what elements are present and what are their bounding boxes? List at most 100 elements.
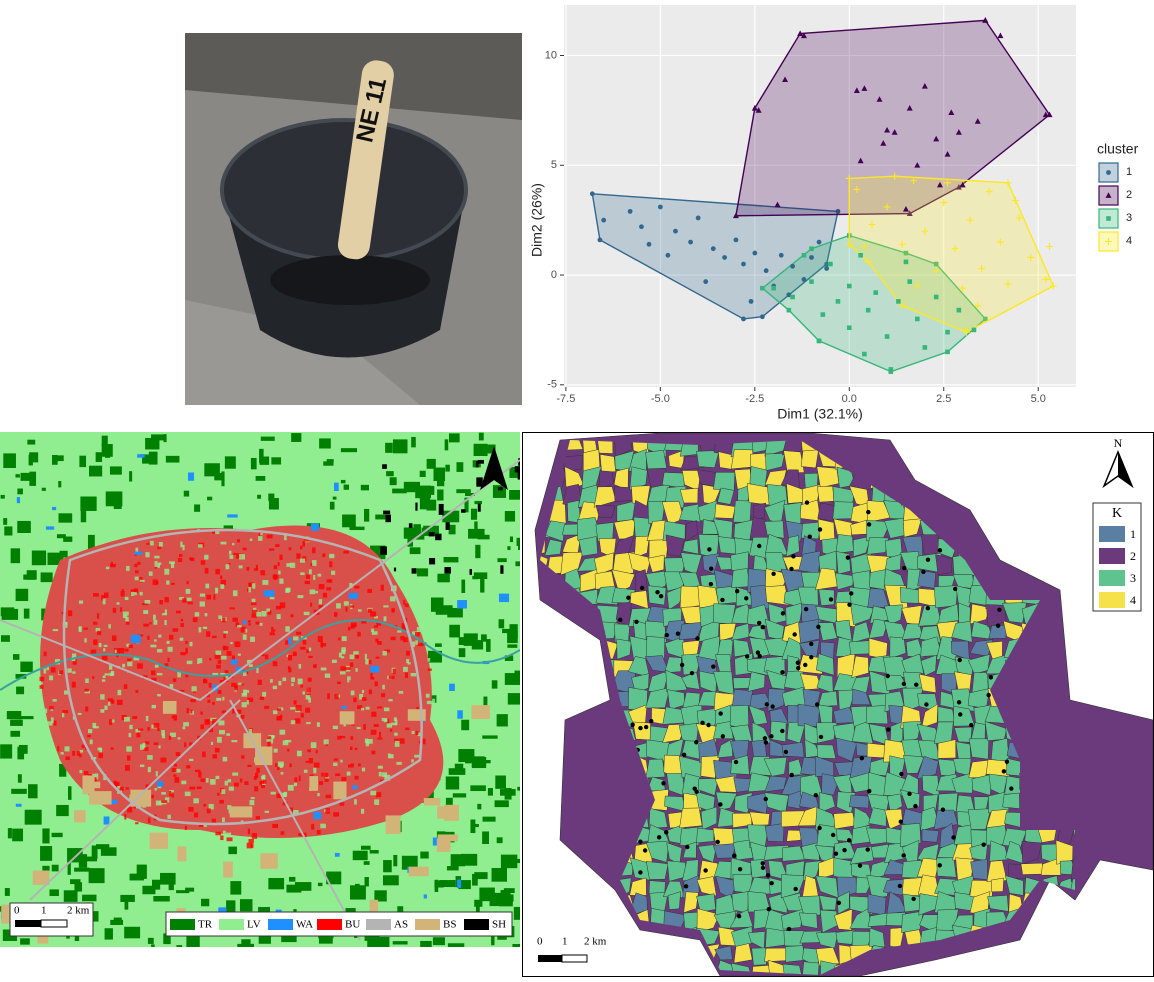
tree-patch: [31, 550, 47, 566]
tree-patch: [268, 493, 275, 501]
urban-texture: [193, 798, 199, 804]
water-patch: [288, 637, 292, 645]
tree-patch: [110, 919, 124, 925]
tree-patch: [444, 439, 449, 451]
urban-texture: [277, 761, 284, 767]
tree-patch: [152, 879, 161, 890]
x-tick-label: -5.0: [651, 393, 670, 405]
urban-texture: [110, 719, 115, 723]
urban-texture: [177, 557, 183, 563]
cell: [835, 929, 856, 945]
urban-texture: [288, 667, 292, 673]
urban-texture: [432, 698, 436, 704]
urban-texture: [206, 719, 209, 723]
urban-texture: [93, 726, 99, 729]
urban-texture: [111, 699, 115, 704]
point: [997, 32, 1004, 39]
tree-patch: [413, 858, 418, 865]
urban-texture: [425, 693, 430, 698]
point: [982, 17, 989, 23]
urban-texture: [388, 675, 395, 680]
urban-texture: [302, 691, 305, 695]
scale-label: 1: [562, 936, 568, 948]
urban-texture: [127, 755, 131, 761]
urban-texture: [135, 547, 139, 553]
centroid: [640, 585, 645, 591]
shadow: [380, 546, 387, 555]
urban-texture: [228, 808, 231, 814]
urban-texture: [223, 646, 229, 651]
urban-texture: [420, 738, 426, 745]
urban-texture: [381, 717, 388, 722]
centroid: [683, 884, 689, 889]
urban-texture: [203, 824, 207, 827]
centroid: [700, 720, 705, 726]
urban-texture: [340, 656, 345, 659]
urban-texture: [355, 668, 358, 672]
centroid: [791, 554, 796, 559]
urban-texture: [377, 640, 382, 645]
shadow: [477, 503, 481, 512]
urban-texture: [169, 789, 174, 795]
urban-texture: [43, 708, 48, 714]
urban-texture: [238, 565, 243, 569]
cell: [783, 450, 805, 474]
urban-texture: [137, 561, 141, 565]
tree-patch: [23, 608, 30, 619]
cell: [733, 943, 753, 964]
tree-patch: [481, 634, 487, 642]
point: [601, 217, 607, 223]
tree-patch: [41, 487, 46, 491]
point: [956, 307, 962, 313]
cell: [905, 638, 925, 659]
urban-texture: [121, 588, 124, 592]
urban-texture: [256, 667, 259, 674]
urban-texture: [401, 623, 407, 628]
urban-texture: [135, 728, 141, 733]
urban-texture: [262, 779, 267, 784]
legend-swatch: [170, 919, 195, 930]
urban-texture: [251, 598, 256, 604]
urban-texture: [104, 592, 109, 598]
cell: [733, 639, 751, 658]
point: [974, 302, 982, 310]
urban-texture: [367, 608, 373, 613]
tree-patch: [70, 879, 81, 885]
tree-patch: [224, 456, 236, 469]
y-tick-label: -5: [547, 379, 557, 391]
urban-texture: [164, 619, 167, 626]
urban-texture: [84, 688, 89, 692]
cell: [598, 470, 615, 492]
shadow: [382, 464, 387, 469]
urban-texture: [52, 629, 59, 632]
tree-patch: [28, 784, 38, 799]
urban-texture: [100, 709, 105, 713]
urban-texture: [280, 772, 284, 775]
point: [786, 307, 792, 313]
tree-patch: [317, 882, 323, 887]
point: [846, 283, 852, 289]
cell: [901, 910, 924, 933]
urban-texture: [153, 619, 158, 625]
urban-texture: [268, 548, 275, 551]
tree-patch: [477, 534, 490, 540]
centroid: [830, 832, 836, 838]
shadow: [500, 565, 504, 574]
urban-texture: [218, 729, 225, 735]
bare-soil: [408, 866, 429, 877]
tree-patch: [392, 941, 408, 945]
urban-texture: [318, 604, 323, 610]
urban-texture: [182, 598, 187, 603]
cell: [804, 722, 821, 745]
urban-texture: [160, 757, 167, 763]
urban-texture: [215, 650, 222, 655]
legend-swatch: [415, 919, 440, 930]
urban-texture: [62, 711, 65, 718]
urban-texture: [227, 805, 232, 810]
centroid: [718, 711, 723, 716]
cell: [968, 738, 989, 760]
urban-texture: [258, 531, 262, 536]
point: [962, 326, 970, 334]
tree-patch: [51, 832, 63, 838]
urban-texture: [350, 690, 355, 696]
